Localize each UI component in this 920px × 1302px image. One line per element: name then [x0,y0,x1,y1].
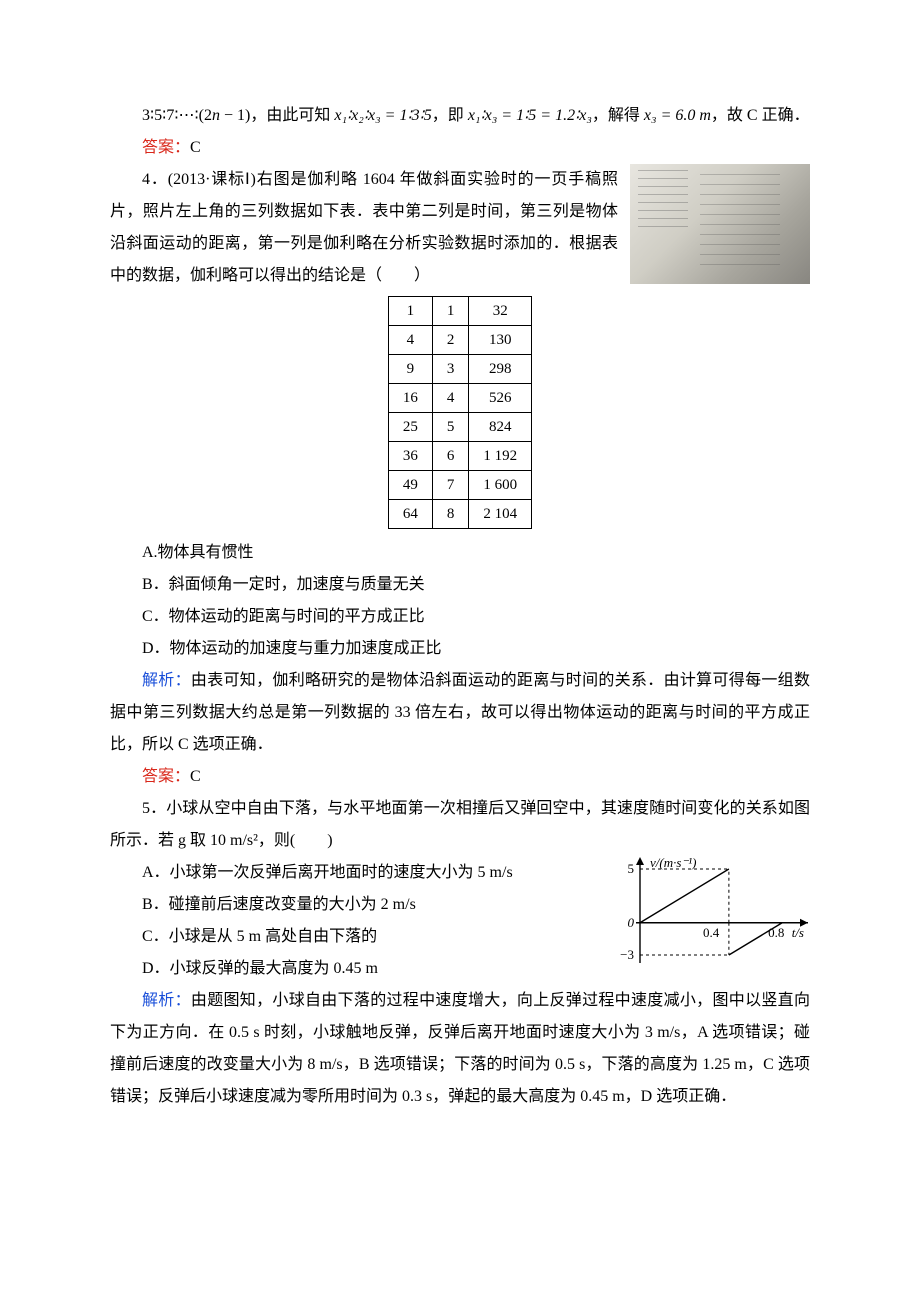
table-cell: 7 [432,471,469,500]
q3-answer-value: C [190,139,201,156]
vt-chart-svg: 5 0 −3 0.4 0.8 v/(m·s⁻¹) t/s [610,857,810,967]
q3-tail-e: ，故 C 正确． [711,107,810,124]
table-row: 6482 104 [388,500,531,529]
table-cell: 36 [388,442,432,471]
table-cell: 9 [388,355,432,384]
q3-ratio1: x₁∶x₂∶x₃ = 1∶3∶5 [334,107,431,124]
galileo-data-table: 113242130932981645262558243661 1924971 6… [388,296,532,529]
table-cell: 4 [388,326,432,355]
q4-analysis-label: 解析： [142,672,191,689]
table-row: 4971 600 [388,471,531,500]
q4-answer-label: 答案： [142,768,190,785]
table-row: 1132 [388,297,531,326]
table-cell: 64 [388,500,432,529]
table-cell: 32 [469,297,532,326]
svg-text:v/(m·s⁻¹): v/(m·s⁻¹) [650,855,697,870]
table-row: 93298 [388,355,531,384]
svg-text:5: 5 [628,861,635,876]
table-row: 3661 192 [388,442,531,471]
q3-answer-label: 答案： [142,139,190,156]
q5-analysis: 解析：由题图知，小球自由下落的过程中速度增大，向上反弹过程中速度减小，图中以竖直… [110,985,810,1113]
q5-vt-chart: 5 0 −3 0.4 0.8 v/(m·s⁻¹) t/s [610,857,810,967]
table-cell: 2 [432,326,469,355]
q4-analysis: 解析：由表可知，伽利略研究的是物体沿斜面运动的距离与时间的关系．由计算可得每一组… [110,665,810,761]
table-cell: 824 [469,413,532,442]
table-cell: 1 [388,297,432,326]
table-cell: 16 [388,384,432,413]
q4-opt-A: A.物体具有惯性 [110,537,810,569]
q3-tail-a: 3∶5∶7∶⋯∶(2 [142,107,212,124]
q4-opt-D: D．物体运动的加速度与重力加速度成正比 [110,633,810,665]
q5-stem: 5．小球从空中自由下落，与水平地面第一次相撞后又弹回空中，其速度随时间变化的关系… [110,793,810,857]
svg-text:0: 0 [628,915,635,930]
table-cell: 8 [432,500,469,529]
q5-analysis-text: 由题图知，小球自由下落的过程中速度增大，向上反弹过程中速度减小，图中以竖直向下为… [110,992,810,1105]
table-cell: 3 [432,355,469,384]
table-cell: 1 192 [469,442,532,471]
q5-opts-block: 50−30.40.8v/(m·s⁻¹)t/s A．小球第一次反弹后离开地面时的速… [110,857,810,985]
table-row: 42130 [388,326,531,355]
q4-opt-B: B．斜面倾角一定时，加速度与质量无关 [110,569,810,601]
q3-tail-line1: 3∶5∶7∶⋯∶(2n − 1)，由此可知 x₁∶x₂∶x₃ = 1∶3∶5，即… [110,100,810,132]
table-cell: 49 [388,471,432,500]
table-cell: 526 [469,384,532,413]
galileo-manuscript-photo [630,164,810,284]
q5-analysis-label: 解析： [142,992,191,1009]
svg-text:t/s: t/s [792,925,804,940]
table-cell: 2 104 [469,500,532,529]
table-cell: 6 [432,442,469,471]
q3-solve: x₃ = 6.0 m [644,107,711,124]
q4-answer-value: C [190,768,201,785]
table-cell: 298 [469,355,532,384]
table-row: 164526 [388,384,531,413]
table-cell: 4 [432,384,469,413]
q3-answer-line: 答案：C [110,132,810,164]
q4-source: (2013·课标Ⅰ) [168,171,256,188]
q4-answer-line: 答案：C [110,761,810,793]
q3-tail-d: ，解得 [592,107,644,124]
q3-tail-b: − 1)，由此可知 [220,107,334,124]
table-cell: 25 [388,413,432,442]
q3-tail-c: ，即 [432,107,468,124]
q3-ratio2: x₁∶x₃ = 1∶5 = 1.2∶x₃ [468,107,592,124]
table-row: 255824 [388,413,531,442]
q3-n: n [212,107,220,124]
q4-analysis-text: 由表可知，伽利略研究的是物体沿斜面运动的距离与时间的关系．由计算可得每一组数据中… [110,672,810,753]
q4-block: 4．(2013·课标Ⅰ)右图是伽利略 1604 年做斜面实验时的一页手稿照片，照… [110,164,810,292]
table-cell: 130 [469,326,532,355]
q4-number: 4． [142,171,168,188]
q4-opt-C: C．物体运动的距离与时间的平方成正比 [110,601,810,633]
svg-text:0.4: 0.4 [703,925,720,940]
table-cell: 1 600 [469,471,532,500]
table-cell: 5 [432,413,469,442]
table-cell: 1 [432,297,469,326]
q5-stem-text: 小球从空中自由下落，与水平地面第一次相撞后又弹回空中，其速度随时间变化的关系如图… [110,800,810,849]
svg-text:0.8: 0.8 [768,925,784,940]
svg-text:−3: −3 [620,947,634,962]
q5-number: 5． [142,800,166,817]
